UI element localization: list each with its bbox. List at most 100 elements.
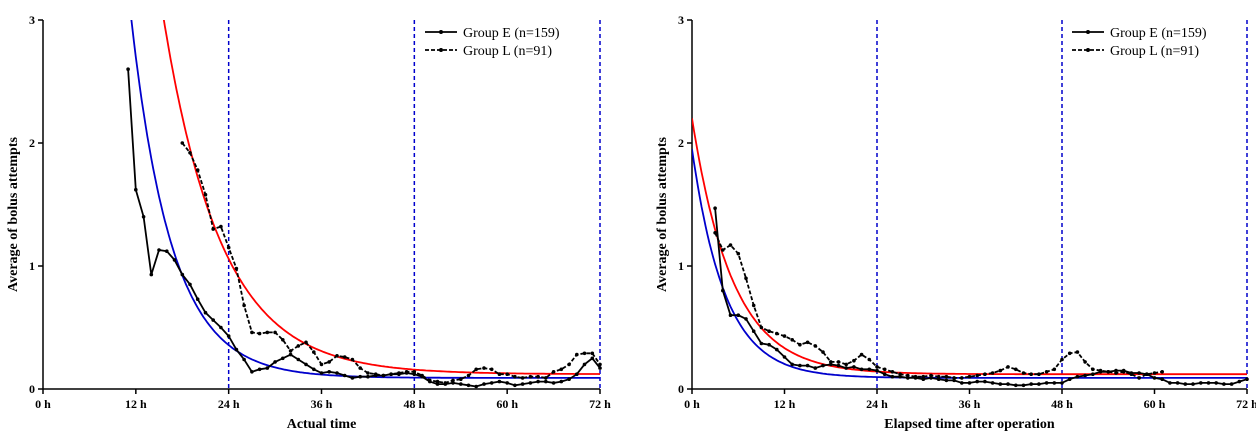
data-point <box>149 272 154 277</box>
y-tick-label: 3 <box>678 13 684 27</box>
data-point <box>713 206 717 210</box>
x-tick-label: 36 h <box>311 397 333 411</box>
data-point <box>713 231 717 235</box>
data-point <box>582 351 587 356</box>
data-point <box>482 366 486 370</box>
x-axis-label: Elapsed time after operation <box>884 417 1055 431</box>
data-point <box>366 371 370 375</box>
data-point <box>172 258 177 262</box>
data-point <box>882 367 887 372</box>
y-tick-label: 3 <box>29 13 35 27</box>
data-point <box>975 373 979 378</box>
data-point <box>998 382 1003 386</box>
data-point <box>544 379 548 384</box>
data-point <box>435 379 440 384</box>
x-tick-label: 24 h <box>218 397 240 411</box>
data-point <box>1091 372 1095 377</box>
data-point <box>1168 381 1172 385</box>
data-point <box>875 368 879 373</box>
data-point <box>203 310 208 315</box>
x-tick-label: 0 h <box>35 397 51 411</box>
data-point <box>1014 383 1018 388</box>
data-point <box>1152 376 1157 380</box>
data-point <box>782 355 787 359</box>
data-point <box>358 374 363 379</box>
data-point <box>528 381 533 385</box>
x-tick-label: 48 h <box>403 397 425 411</box>
data-point <box>528 374 533 379</box>
data-point <box>759 341 764 346</box>
data-point <box>1037 372 1041 377</box>
data-point <box>335 371 339 375</box>
legend-swatch-marker <box>1086 30 1090 34</box>
data-point <box>805 340 810 345</box>
data-point <box>767 329 771 334</box>
data-point <box>921 374 926 379</box>
data-point <box>1052 381 1057 385</box>
data-point <box>551 381 556 385</box>
data-point <box>296 344 301 348</box>
data-point <box>983 372 987 377</box>
data-point <box>219 325 223 330</box>
data-point <box>567 362 571 367</box>
data-point <box>126 67 130 71</box>
data-point <box>736 251 741 256</box>
data-point <box>459 377 463 382</box>
data-point <box>304 362 308 367</box>
series-line-1 <box>181 142 601 384</box>
data-point <box>921 377 926 382</box>
data-point <box>582 362 587 367</box>
data-point <box>998 368 1003 373</box>
data-point <box>195 297 200 302</box>
data-point <box>867 357 872 362</box>
data-point <box>960 381 964 385</box>
data-point <box>952 378 956 383</box>
data-point <box>736 313 741 318</box>
data-point <box>575 372 579 377</box>
data-point <box>451 381 455 385</box>
data-point <box>513 383 517 388</box>
data-point <box>466 383 471 388</box>
fit-curve-0 <box>692 149 1247 379</box>
data-point <box>836 360 841 364</box>
data-point <box>744 317 748 321</box>
x-tick-label: 36 h <box>959 397 981 411</box>
data-point <box>513 374 517 379</box>
data-point <box>813 344 818 348</box>
data-point <box>1175 381 1180 385</box>
data-point <box>157 248 161 252</box>
data-point <box>520 376 525 380</box>
data-point <box>852 358 856 363</box>
data-point <box>273 360 277 364</box>
data-point <box>898 372 902 377</box>
data-point <box>265 366 270 370</box>
data-point <box>1222 382 1226 386</box>
chart-panel-elapsed-time: 0 h 12 h 24 h 36 h 48 h 60 h 72 h 0 1 2 3 Elapsed t… <box>655 13 1256 432</box>
data-point <box>1183 382 1188 386</box>
data-point <box>1199 381 1203 385</box>
data-point <box>798 363 802 368</box>
data-point <box>1060 381 1064 385</box>
x-tick-label: 24 h <box>866 397 888 411</box>
data-point <box>304 340 308 345</box>
data-point <box>520 382 525 386</box>
data-point <box>1229 382 1234 386</box>
data-point <box>1052 367 1057 372</box>
data-point <box>350 376 355 380</box>
legend-label: Group L (n=91) <box>1110 44 1199 59</box>
data-point <box>821 350 825 354</box>
x-tick-label: 0 h <box>684 397 700 411</box>
data-point <box>852 365 856 369</box>
data-point <box>459 382 463 386</box>
data-point <box>412 370 417 374</box>
data-point <box>451 378 455 383</box>
data-point <box>389 372 393 377</box>
data-point <box>813 366 818 370</box>
data-point <box>898 374 902 379</box>
data-point <box>319 371 324 375</box>
data-point <box>335 354 339 358</box>
data-point <box>327 360 332 364</box>
data-point <box>890 374 895 379</box>
data-point <box>859 367 864 372</box>
